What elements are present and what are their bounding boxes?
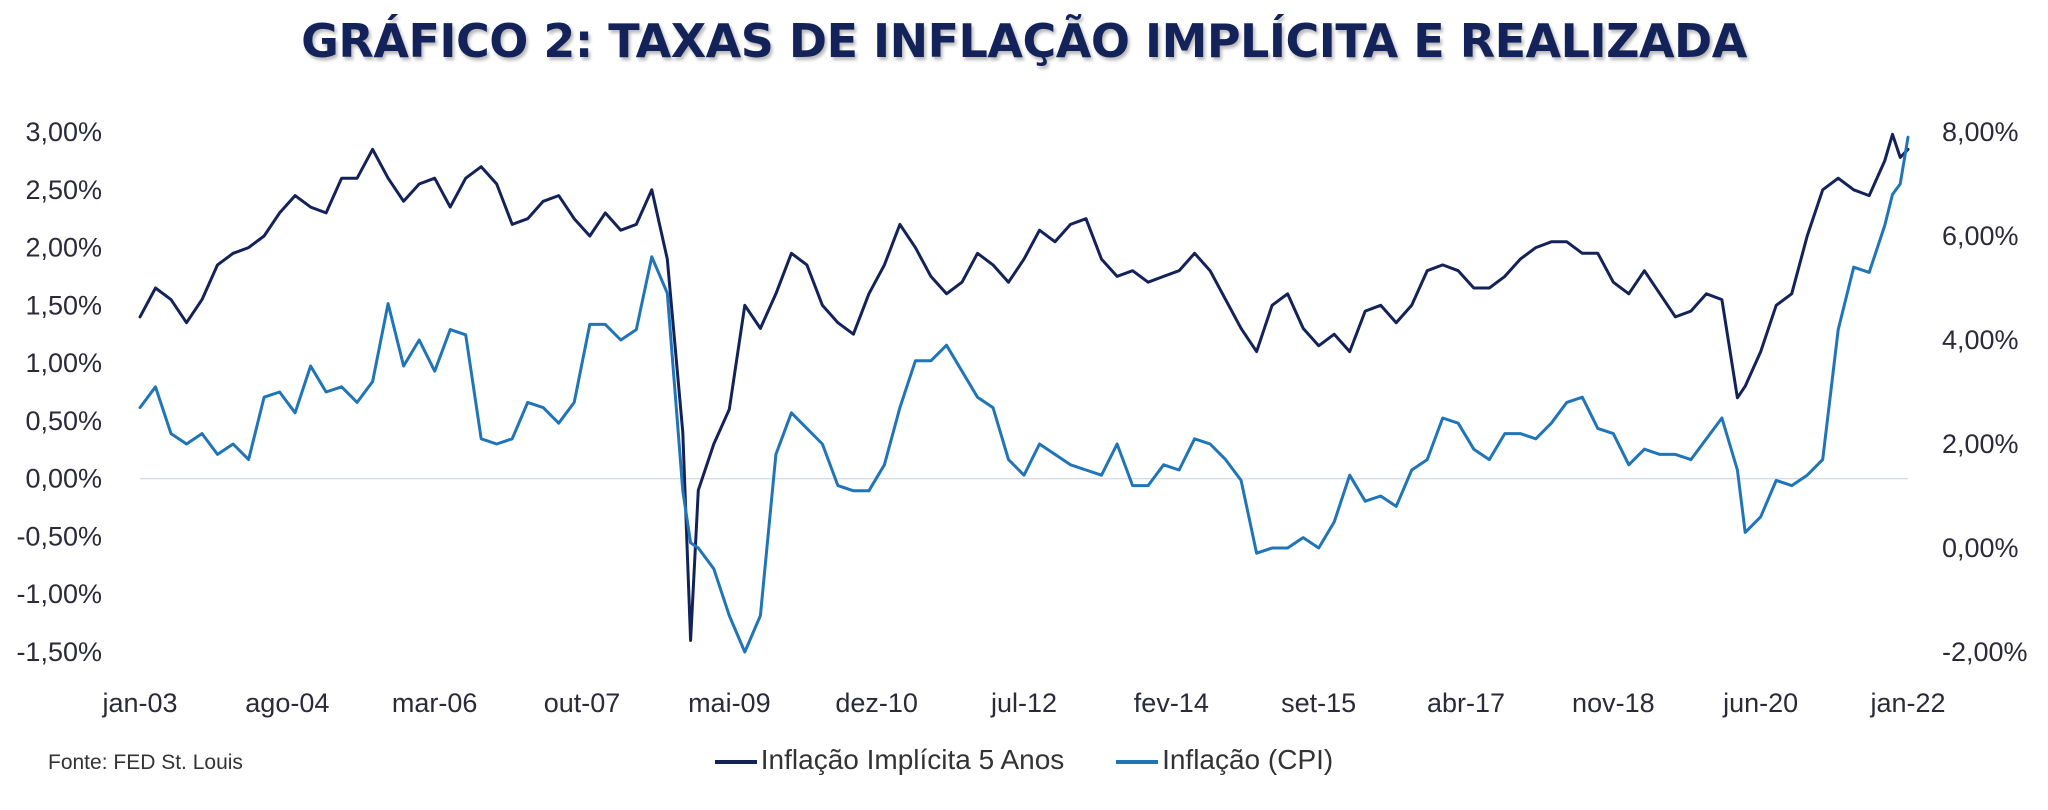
x-tick-label: dez-10 [835, 688, 918, 718]
x-tick-label: mar-06 [392, 688, 478, 718]
legend-swatch-cpi [1116, 759, 1159, 764]
y-left-tick-label: 3,00% [25, 117, 102, 147]
legend-item-implied: Inflação Implícita 5 Anos [714, 744, 1065, 776]
y-left-tick-label: 0,50% [25, 406, 102, 436]
y-right-tick-label: 4,00% [1942, 325, 2019, 355]
x-tick-label: set-15 [1281, 688, 1356, 718]
x-tick-label: jul-12 [990, 688, 1057, 718]
legend-label-cpi: Inflação (CPI) [1162, 744, 1334, 775]
y-right-tick-label: -2,00% [1942, 637, 2028, 667]
x-tick-label: ago-04 [245, 688, 329, 718]
chart-title: GRÁFICO 2: TAXAS DE INFLAÇÃO IMPLÍCITA E… [301, 14, 1747, 68]
series-line-implied [138, 132, 1910, 642]
legend-swatch-implied [714, 759, 757, 764]
y-left-tick-label: 2,00% [25, 233, 102, 263]
x-tick-label: mai-09 [688, 688, 771, 718]
y-right-tick-label: 6,00% [1942, 221, 2019, 251]
x-tick-label: fev-14 [1134, 688, 1209, 718]
y-right-tick-label: 0,00% [1942, 533, 2019, 563]
x-tick-label: jan-22 [1869, 688, 1945, 718]
y-right-tick-label: 2,00% [1942, 429, 2019, 459]
y-left-tick-label: 1,50% [25, 290, 102, 320]
x-tick-label: jan-03 [101, 688, 177, 718]
y-left-tick-label: -0,50% [16, 521, 102, 551]
y-left-tick-label: -1,50% [16, 637, 102, 667]
x-tick-label: abr-17 [1427, 688, 1505, 718]
source-note: Fonte: FED St. Louis [48, 751, 243, 774]
y-left-tick-label: 1,00% [25, 348, 102, 378]
x-tick-label: nov-18 [1572, 688, 1655, 718]
legend: Inflação Implícita 5 Anos Inflação (CPI) [0, 744, 2048, 776]
legend-item-cpi: Inflação (CPI) [1116, 744, 1333, 776]
legend-label-implied: Inflação Implícita 5 Anos [760, 744, 1065, 775]
y-left-tick-label: -1,00% [16, 579, 102, 609]
x-tick-label: out-07 [544, 688, 621, 718]
y-left-tick-label: 0,00% [25, 464, 102, 494]
series-line-cpi [138, 135, 1910, 654]
y-left-tick-label: 2,50% [25, 175, 102, 205]
y-right-tick-label: 8,00% [1942, 117, 2019, 147]
x-tick-label: jun-20 [1722, 688, 1798, 718]
